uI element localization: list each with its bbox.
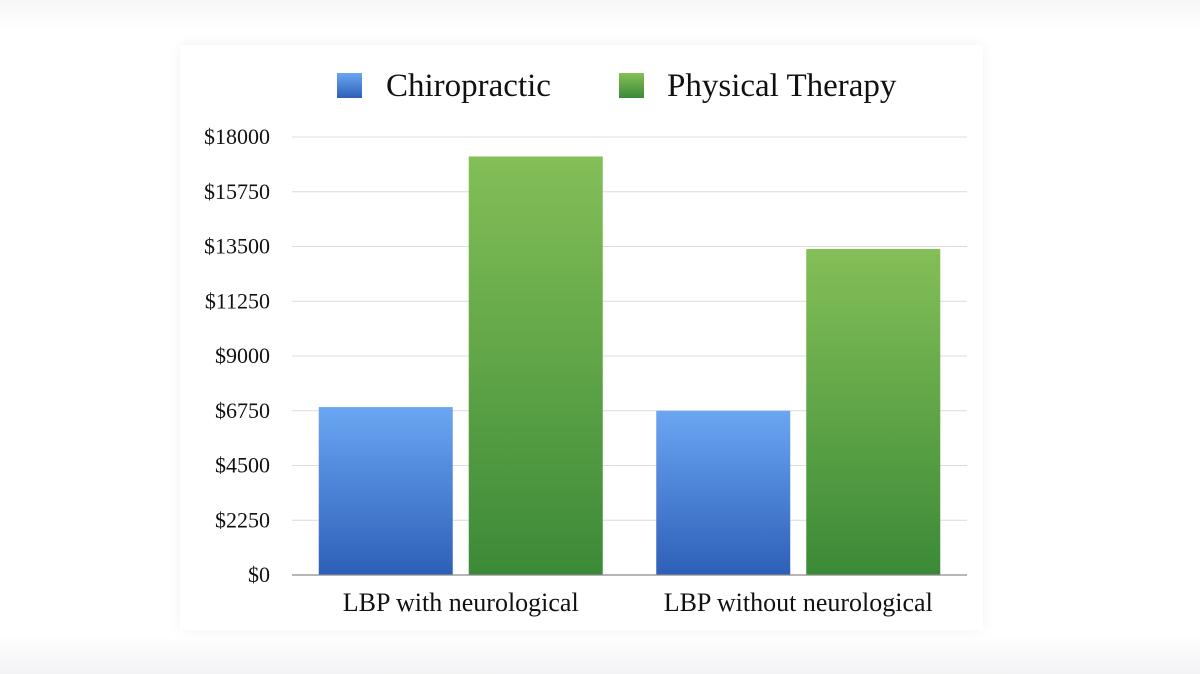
y-tick-label: $15750 <box>204 179 270 204</box>
legend: Chiropractic Physical Therapy <box>337 68 897 104</box>
y-tick-label: $11250 <box>205 288 270 313</box>
bars <box>318 156 941 575</box>
y-tick-label: $6750 <box>215 398 270 423</box>
bar-physical-therapy <box>806 248 941 575</box>
x-axis-ticks: LBP with neurological LBP without neurolo… <box>343 588 933 617</box>
y-axis-ticks: $0 $2250 $4500 $6750 $9000 $11250 $13500 $15750… <box>204 124 270 587</box>
x-tick-label: LBP with neurological <box>343 588 579 617</box>
legend-swatch <box>337 73 362 98</box>
bar-chiropractic <box>656 410 791 575</box>
legend-label: Chiropractic <box>386 68 551 104</box>
y-tick-label: $18000 <box>204 124 270 149</box>
legend-label: Physical Therapy <box>667 68 897 104</box>
legend-swatch <box>619 73 644 98</box>
bar-physical-therapy <box>468 156 603 575</box>
bar-chiropractic <box>318 407 453 575</box>
y-tick-label: $2250 <box>215 507 270 532</box>
x-tick-label: LBP without neurological <box>664 588 933 617</box>
y-tick-label: $4500 <box>215 453 270 478</box>
y-tick-label: $9000 <box>215 343 270 368</box>
y-tick-label: $0 <box>248 562 270 587</box>
y-tick-label: $13500 <box>204 234 270 259</box>
